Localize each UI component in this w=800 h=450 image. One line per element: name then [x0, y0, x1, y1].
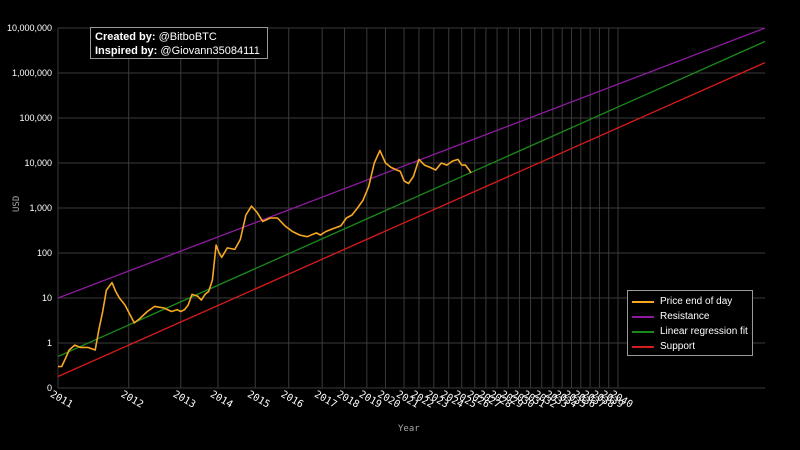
legend-swatch-regression	[632, 330, 654, 333]
credits-inspired-line: Inspired by: @Giovann35084111	[95, 44, 263, 58]
series-layer	[57, 27, 766, 378]
y-tick-label: 100,000	[19, 113, 52, 123]
credits-created-line: Created by: @BitboBTC	[95, 30, 263, 44]
support-line	[57, 62, 766, 378]
created-by-label: Created by:	[95, 31, 156, 43]
y-tick-label: 1,000	[29, 203, 52, 213]
y-tick-label: 100	[37, 248, 52, 258]
legend-label-price: Price end of day	[660, 296, 733, 307]
inspired-by-label: Inspired by:	[95, 45, 158, 57]
legend-label-support: Support	[660, 341, 696, 352]
created-by-value: @BitboBTC	[158, 31, 217, 43]
legend-item-support[interactable]: Support	[632, 339, 748, 354]
legend-swatch-price	[632, 300, 654, 303]
y-tick-label: 10,000	[24, 158, 52, 168]
y-tick-label: 1,000,000	[12, 68, 52, 78]
legend-item-regression[interactable]: Linear regression fit	[632, 324, 748, 339]
legend-swatch-support	[632, 345, 654, 348]
legend-item-price[interactable]: Price end of day	[632, 294, 748, 309]
legend-label-resistance: Resistance	[660, 311, 710, 322]
regression-line	[57, 40, 766, 358]
y-axis-ticks: 0 1 10 100 1,000 10,000 100,000 1,000,000 10,000…	[7, 23, 52, 393]
resistance-line	[57, 27, 766, 299]
legend-swatch-resistance	[632, 315, 654, 318]
y-tick-label: 0	[47, 383, 52, 393]
credits-box: Created by: @BitboBTC Inspired by: @Giov…	[90, 27, 268, 59]
y-tick-label: 1	[47, 338, 52, 348]
legend: Price end of day Resistance Linear regre…	[627, 290, 753, 356]
y-axis-title: USD	[12, 195, 22, 212]
y-tick-label: 10	[42, 293, 52, 303]
inspired-by-value: @Giovann35084111	[160, 45, 260, 57]
legend-label-regression: Linear regression fit	[660, 326, 748, 337]
legend-item-resistance[interactable]: Resistance	[632, 309, 748, 324]
price-line	[58, 149, 472, 368]
x-axis-title: Year	[398, 424, 420, 434]
y-tick-label: 10,000,000	[7, 23, 52, 33]
